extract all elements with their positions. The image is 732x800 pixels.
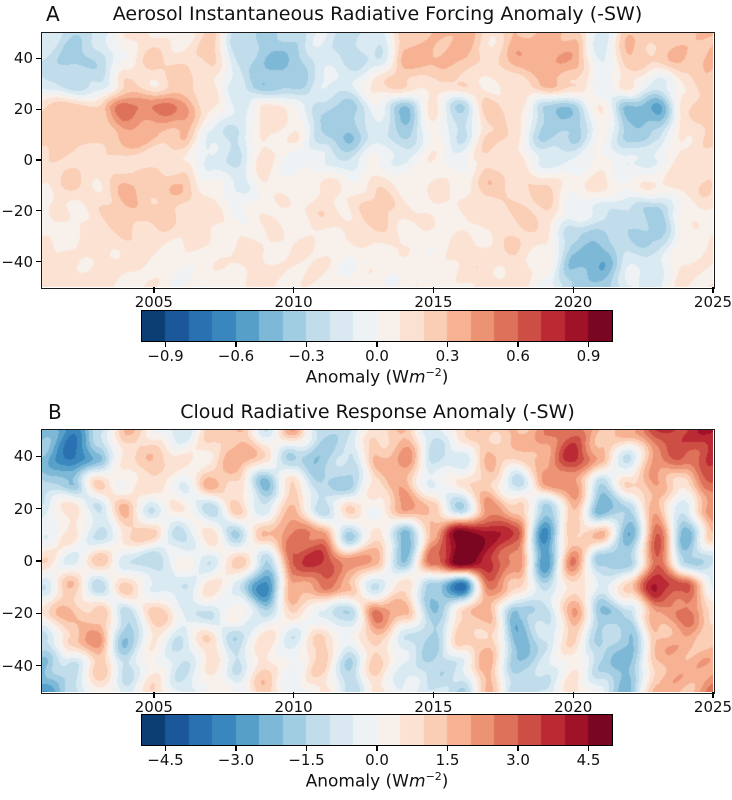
colorbar-tick-mark: [376, 746, 378, 751]
x-tick-mark: [292, 692, 295, 698]
colorbar-label-close: ): [441, 771, 449, 792]
y-tick-label: 40: [13, 447, 33, 466]
y-tick-mark: [36, 57, 42, 60]
panel-b-heatmap: [42, 430, 713, 692]
x-tick-mark: [153, 287, 155, 293]
x-tick-label: 2015: [414, 698, 453, 716]
x-tick-mark: [292, 287, 295, 293]
x-tick-label: 2015: [414, 293, 453, 311]
y-tick-mark: [36, 612, 42, 615]
panel-a-colorbar-label: Anomaly (Wm−2): [306, 366, 449, 388]
colorbar-tick-label: −0.3: [288, 347, 325, 365]
y-tick-mark: [36, 560, 42, 562]
colorbar-label-m: m: [409, 771, 426, 792]
colorbar-tick-mark: [305, 342, 308, 347]
y-tick-label: −20: [1, 604, 33, 623]
colorbar-tick-mark: [587, 746, 590, 751]
y-tick-mark: [36, 665, 42, 667]
panel-b-colorbar-label: Anomaly (Wm−2): [306, 770, 449, 792]
panel-a-colorbar: [142, 311, 612, 341]
colorbar-label-close: ): [441, 367, 449, 388]
colorbar-label-text: Anomaly (W: [305, 771, 409, 792]
panel-a-title: Aerosol Instantaneous Radiative Forcing …: [112, 3, 643, 25]
colorbar-tick-label: −4.5: [147, 751, 184, 769]
x-tick-mark: [432, 287, 435, 293]
x-tick-label: 2010: [274, 293, 313, 311]
colorbar-tick-mark: [235, 746, 237, 751]
colorbar-tick-label: 0.0: [365, 751, 389, 769]
colorbar-tick-label: −3.0: [217, 751, 255, 769]
y-tick-label: 0: [23, 151, 33, 169]
colorbar-tick-mark: [446, 746, 449, 751]
colorbar-tick-label: 0.9: [576, 347, 601, 365]
colorbar-tick-label: 1.5: [435, 751, 460, 769]
x-tick-label: 2020: [554, 293, 593, 311]
colorbar-tick-label: 0.3: [435, 347, 460, 365]
colorbar-tick-mark: [587, 342, 590, 347]
panel-b-title: Cloud Radiative Response Anomaly (-SW): [180, 401, 575, 423]
x-tick-label: 2005: [134, 698, 173, 716]
x-tick-mark: [153, 692, 155, 698]
colorbar-tick-label: −1.5: [288, 751, 325, 769]
y-tick-label: −40: [1, 656, 33, 675]
x-tick-label: 2020: [554, 698, 593, 716]
colorbar-tick-mark: [517, 746, 519, 751]
colorbar-tick-label: −0.6: [217, 347, 255, 365]
colorbar-tick-mark: [235, 342, 237, 347]
colorbar-tick-label: −0.9: [147, 347, 184, 365]
colorbar-tick-label: 0.6: [506, 347, 530, 365]
colorbar-tick-mark: [446, 342, 449, 347]
colorbar-tick-mark: [517, 342, 519, 347]
x-tick-label: 2005: [134, 293, 173, 311]
colorbar-tick-mark: [376, 342, 378, 347]
x-tick-mark: [712, 692, 714, 698]
colorbar-label-text: Anomaly (W: [305, 367, 409, 388]
y-tick-label: −40: [1, 252, 33, 271]
colorbar-label-m: m: [409, 367, 426, 388]
colorbar-label-exponent: −2: [425, 770, 442, 783]
x-tick-label: 2025: [693, 293, 732, 311]
colorbar-tick-mark: [164, 746, 167, 751]
x-tick-mark: [572, 287, 574, 293]
x-tick-mark: [572, 692, 574, 698]
y-tick-label: 20: [13, 499, 33, 518]
y-tick-mark: [36, 260, 42, 263]
panel-a-letter: A: [46, 2, 60, 26]
panel-b-colorbar: [142, 715, 612, 745]
colorbar-label-exponent: −2: [425, 366, 442, 379]
y-tick-mark: [36, 159, 42, 161]
x-tick-label: 2010: [274, 698, 313, 716]
y-tick-label: −20: [1, 201, 33, 220]
y-tick-label: 0: [23, 552, 33, 570]
y-tick-mark: [36, 108, 42, 110]
y-tick-mark: [36, 455, 42, 457]
colorbar-tick-label: 3.0: [506, 751, 530, 769]
y-tick-label: 20: [13, 100, 33, 119]
colorbar-tick-label: 4.5: [576, 751, 601, 769]
colorbar-tick-label: 0.0: [365, 347, 389, 365]
colorbar-tick-mark: [305, 746, 308, 751]
x-tick-mark: [712, 287, 714, 293]
x-tick-label: 2025: [693, 698, 732, 716]
y-tick-label: 40: [13, 49, 33, 68]
x-tick-mark: [432, 692, 435, 698]
y-tick-mark: [36, 210, 42, 212]
panel-b-letter: B: [48, 400, 62, 424]
y-tick-mark: [36, 507, 42, 510]
colorbar-tick-mark: [164, 342, 167, 347]
panel-a-heatmap: [42, 33, 713, 287]
